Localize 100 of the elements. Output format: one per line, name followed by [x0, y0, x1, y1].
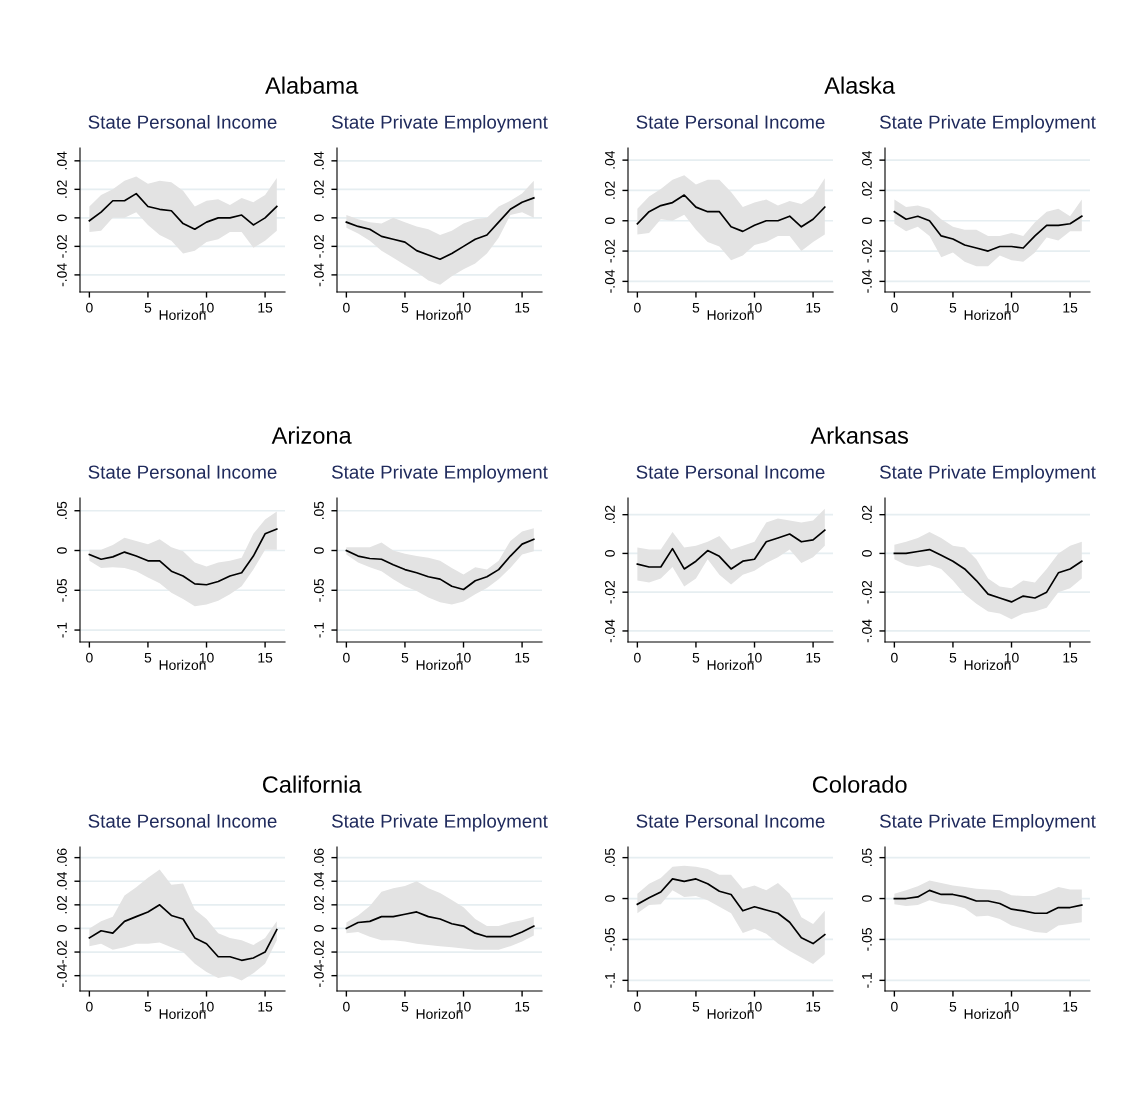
y-tick-label: .04 [605, 150, 615, 169]
chart-title: State Personal Income [88, 464, 277, 479]
y-tick-label: 0 [314, 214, 324, 222]
text: Arkansas [810, 426, 909, 444]
y-tick-label: .05 [314, 501, 324, 520]
chart-title: State Private Employment [879, 114, 1096, 133]
y-tick-label: -.05 [605, 928, 615, 951]
x-tick-label: 5 [692, 652, 700, 663]
x-tick-label: 15 [1063, 1001, 1078, 1012]
line-series [88, 192, 278, 231]
line-series [88, 528, 278, 586]
y-tick-label: -.1 [862, 972, 872, 988]
y-tick-label: -.05 [57, 578, 67, 602]
x-tick-label: 5 [144, 302, 152, 313]
y-tick-label: -.02 [314, 940, 324, 964]
chart-title: State Private Employment [331, 464, 548, 483]
text: Alabama [265, 76, 359, 94]
x-tick-label: 15 [515, 1001, 530, 1012]
chart-title: State Personal Income [636, 464, 825, 479]
y-tick-label: .02 [57, 180, 67, 198]
y-tick-label: .02 [314, 180, 324, 198]
y-tick-label: .02 [605, 505, 615, 524]
chart-title: State Private Employment [879, 813, 1096, 832]
x-tick-label: 15 [806, 1001, 821, 1012]
y-tick-label: 0 [57, 547, 67, 554]
x-tick-label: 15 [258, 652, 273, 663]
line-series [345, 197, 535, 261]
x-tick-label: 0 [86, 652, 93, 663]
y-tick-label: -.04 [605, 269, 615, 293]
x-tick-label: 5 [401, 652, 409, 663]
text: Alaska [824, 76, 896, 94]
y-tick-label: 0 [314, 547, 324, 554]
y-tick-label: -.02 [605, 580, 615, 604]
y-tick-label: -.1 [314, 622, 324, 638]
x-tick-label: 0 [86, 1001, 93, 1012]
line-series [893, 889, 1083, 915]
x-tick-label: 15 [258, 1001, 273, 1012]
y-tick-label: -.04 [57, 263, 67, 287]
chart-title: State Private Employment [331, 813, 548, 832]
y-tick-label: .04 [57, 151, 67, 170]
x-tick-label: 5 [692, 302, 700, 313]
line-series [636, 878, 826, 945]
y-tick-label: .06 [57, 848, 67, 867]
x-tick-label: 0 [891, 302, 898, 313]
x-tick-label: 15 [806, 302, 821, 313]
y-tick-label: 0 [314, 925, 324, 932]
y-tick-label: .04 [314, 871, 324, 890]
y-tick-label: 0 [605, 895, 615, 902]
line-series [345, 911, 535, 938]
y-tick-label: 0 [862, 550, 872, 557]
x-tick-label: 0 [343, 652, 350, 663]
x-tick-label: 5 [401, 1001, 409, 1012]
x-tick-label: 0 [891, 1001, 898, 1012]
chart-title: State Personal Income [88, 114, 277, 129]
y-tick-label: -.05 [862, 928, 872, 951]
y-tick-label: -.04 [314, 263, 324, 287]
y-tick-label: -.04 [57, 964, 67, 987]
x-tick-label: 15 [1063, 652, 1078, 663]
x-tick-label: 0 [343, 1001, 350, 1012]
y-tick-label: -.04 [862, 269, 872, 293]
y-tick-label: -.04 [314, 964, 324, 987]
line-series [636, 194, 826, 233]
text: Colorado [812, 775, 907, 793]
x-tick-label: 15 [1063, 302, 1078, 313]
x-tick-label: 0 [86, 302, 93, 313]
line-series [893, 548, 1083, 603]
y-tick-label: -.02 [862, 580, 872, 604]
y-tick-label: .04 [862, 150, 872, 169]
y-tick-label: .02 [862, 181, 872, 199]
chart-title: State Personal Income [636, 813, 825, 828]
y-tick-label: -.04 [605, 619, 615, 643]
chart-title: State Private Employment [879, 464, 1096, 483]
y-tick-label: .02 [862, 505, 872, 524]
x-tick-label: 5 [949, 652, 957, 663]
x-tick-label: 5 [401, 302, 409, 313]
chart-title: State Personal Income [88, 813, 277, 828]
text: Arizona [271, 426, 352, 444]
y-tick-label: .05 [605, 848, 615, 867]
x-tick-label: 5 [692, 1001, 700, 1012]
y-tick-label: -.02 [57, 235, 67, 258]
chart-title: State Private Employment [331, 114, 548, 133]
x-tick-label: 15 [258, 302, 273, 313]
x-tick-label: 0 [634, 302, 641, 313]
x-tick-label: 5 [949, 302, 957, 313]
x-tick-label: 5 [949, 1001, 957, 1012]
y-tick-label: -.02 [862, 239, 872, 263]
y-tick-label: -.02 [57, 940, 67, 964]
x-tick-label: 15 [806, 652, 821, 663]
y-tick-label: .02 [57, 895, 67, 914]
x-tick-label: 0 [634, 1001, 641, 1012]
y-tick-label: 0 [57, 214, 67, 222]
y-tick-label: .04 [314, 151, 324, 170]
line-series [893, 210, 1083, 252]
y-tick-label: -.04 [862, 619, 872, 643]
y-tick-label: -.1 [605, 972, 615, 988]
y-tick-label: 0 [57, 925, 67, 932]
y-tick-label: 0 [862, 217, 872, 225]
text: California [262, 775, 362, 793]
y-tick-label: -.02 [605, 239, 615, 263]
x-tick-label: 15 [515, 652, 530, 663]
